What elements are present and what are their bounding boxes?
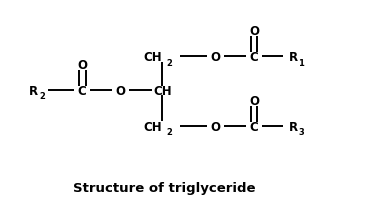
- Text: O: O: [77, 59, 87, 72]
- Text: C: C: [78, 84, 86, 97]
- Text: O: O: [211, 120, 221, 133]
- Text: C: C: [250, 51, 258, 64]
- Text: 2: 2: [166, 128, 172, 137]
- Text: CH: CH: [153, 84, 172, 97]
- Text: 2: 2: [166, 58, 172, 67]
- Text: O: O: [211, 51, 221, 64]
- Text: 1: 1: [298, 58, 304, 67]
- Text: Structure of triglyceride: Structure of triglyceride: [73, 181, 256, 194]
- Text: R: R: [29, 84, 38, 97]
- Text: CH: CH: [144, 51, 162, 64]
- Text: R: R: [288, 51, 298, 64]
- Text: 2: 2: [40, 92, 46, 101]
- Text: CH: CH: [144, 120, 162, 133]
- Text: 3: 3: [298, 128, 304, 137]
- Text: O: O: [249, 25, 259, 38]
- Text: R: R: [288, 120, 298, 133]
- Text: O: O: [249, 94, 259, 108]
- Text: O: O: [115, 84, 125, 97]
- Text: C: C: [250, 120, 258, 133]
